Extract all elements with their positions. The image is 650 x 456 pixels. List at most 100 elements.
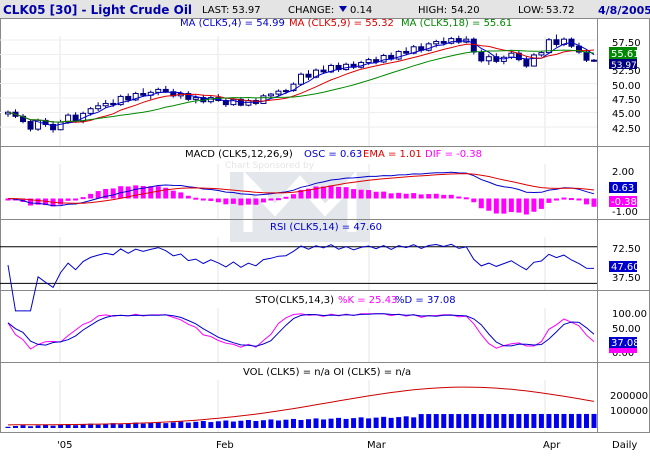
candle-body	[538, 52, 545, 56]
x-axis: '05 Feb Mar Apr Daily	[57, 440, 637, 451]
volume-bar	[73, 425, 79, 428]
sto-last-value: 37.08	[611, 338, 640, 349]
macd-histogram-bar	[133, 185, 139, 199]
rsi-line	[7, 243, 595, 312]
macd-histogram-bar	[583, 198, 589, 205]
volume-bar	[396, 417, 402, 428]
ma18-last-value: 55.61	[611, 49, 640, 60]
macd-histogram-bar	[591, 198, 597, 207]
candle-body	[343, 63, 350, 71]
price-last-box	[609, 59, 637, 69]
change-down-arrow-icon	[339, 6, 347, 12]
candle-body	[102, 102, 109, 107]
volume-bar	[50, 425, 56, 428]
candle-body	[485, 56, 492, 62]
macd-histogram-bar	[65, 198, 71, 201]
candle-body	[87, 108, 94, 114]
macd-histogram-bar	[321, 186, 327, 199]
volume-bar	[223, 420, 229, 428]
volume-bar	[260, 420, 266, 428]
macd-histogram-bar	[275, 198, 281, 201]
volume-bar	[170, 422, 176, 428]
macd-histogram-bar	[155, 186, 161, 199]
rsi-tick-37-50: 37.50	[612, 273, 641, 284]
candle-body	[185, 93, 192, 100]
price-panel: MA (CLK5,4) = 54.99 MA (CLK5,9) = 55.32 …	[5, 18, 641, 135]
macd-histogram-bar	[561, 197, 567, 200]
volume-bar	[185, 422, 191, 428]
volume-bar	[441, 414, 447, 428]
price-tick-45-00: 45.00	[612, 109, 641, 120]
volume-bar	[298, 419, 304, 428]
volume-bar	[546, 413, 552, 428]
macd-histogram-bar	[140, 185, 146, 199]
volume-bar	[178, 421, 184, 428]
candle-body	[110, 102, 117, 106]
volume-bar	[328, 418, 334, 428]
macd-osc-box	[609, 182, 637, 193]
volume-bar	[238, 420, 244, 428]
macd-histogram-bar	[290, 194, 296, 199]
last-label: LAST:	[202, 5, 229, 16]
macd-histogram-bar	[373, 191, 379, 199]
macd-histogram-bar	[471, 198, 477, 203]
macd-histogram-bar	[403, 193, 409, 199]
volume-bar	[253, 421, 259, 428]
candle-body	[72, 114, 79, 122]
volume-bar	[215, 421, 221, 428]
volume-bar	[463, 414, 469, 428]
candle-body	[591, 59, 597, 62]
volume-bar	[508, 413, 514, 428]
volume-bar	[103, 423, 109, 428]
volume-bar	[88, 423, 94, 428]
x-label-apr: Apr	[543, 440, 561, 451]
candle-body	[140, 93, 147, 96]
volume-bar	[343, 418, 349, 428]
candle-body	[545, 39, 552, 54]
macd-histogram-bar	[516, 198, 522, 213]
candle-body	[222, 100, 229, 106]
candle-body	[373, 59, 380, 63]
volume-bar	[568, 413, 574, 428]
macd-histogram-bar	[125, 186, 131, 199]
macd-legend-ema: EMA = 1.01	[363, 149, 422, 160]
candle-body	[403, 50, 410, 54]
candle-body	[478, 51, 485, 62]
volume-bars	[5, 413, 597, 428]
volume-bar	[140, 423, 146, 428]
macd-histogram-bar	[208, 198, 214, 201]
volume-bar	[95, 424, 101, 428]
volume-bar	[388, 417, 394, 428]
macd-dif-value: -0.38	[611, 197, 637, 208]
sto-legend-name: STO(CLK5,14,3)	[255, 295, 334, 306]
candle-body	[267, 93, 274, 97]
macd-histogram-bar	[313, 186, 319, 199]
ma18-legend: MA (CLK5,18) = 55.61	[401, 18, 512, 29]
macd-histogram-bar	[110, 188, 116, 199]
volume-bar	[591, 413, 597, 428]
macd-histogram-bar	[28, 198, 34, 206]
candle-body	[575, 45, 582, 53]
macd-histogram-bar	[531, 198, 537, 212]
change-value: 0.14	[350, 5, 372, 16]
macd-histogram-bar	[336, 186, 342, 199]
rsi-tick-72-50: 72.50	[612, 244, 641, 255]
change-label: CHANGE:	[288, 5, 334, 16]
volume-bar	[381, 416, 387, 428]
stochastic-panel: STO(CLK5,14,3) %K = 25.43 %D = 37.08 100…	[7, 295, 647, 359]
sto-tick-50: 50.00	[612, 324, 641, 335]
symbol-title: CLK05 [30] - Light Crude Oil	[3, 3, 192, 17]
macd-histogram-bar	[185, 195, 191, 199]
macd-histogram-bar	[58, 198, 64, 205]
macd-histogram-bar	[508, 198, 514, 213]
macd-legend-dif: DIF = -0.38	[425, 149, 482, 160]
volume-bar	[245, 419, 251, 428]
price-tick-47-50: 47.50	[612, 95, 641, 106]
macd-histogram-bar	[35, 198, 41, 205]
volume-bar	[118, 424, 124, 428]
low-value: 53.72	[546, 5, 575, 16]
sto-tick-0: 0.00	[612, 348, 634, 359]
candle-body	[313, 69, 320, 78]
macd-histogram-bar	[366, 190, 372, 199]
